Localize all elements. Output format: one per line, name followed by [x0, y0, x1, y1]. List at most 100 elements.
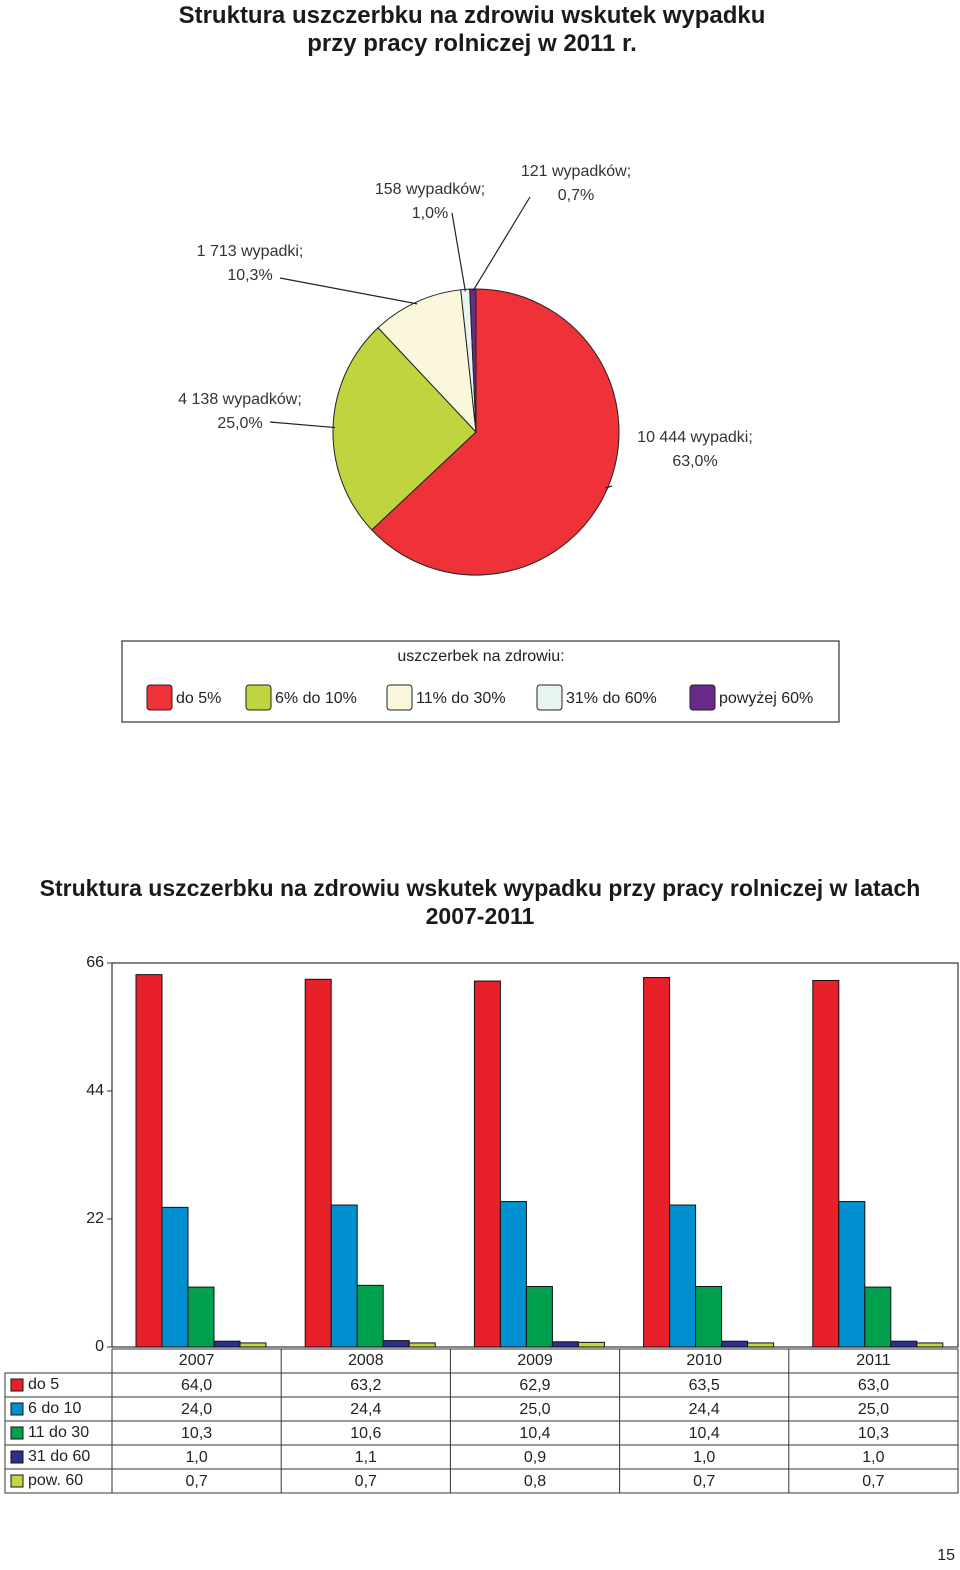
- bar: [135, 974, 163, 1348]
- y-tick-label: 0: [95, 1338, 104, 1355]
- legend-swatch: [10, 1450, 24, 1464]
- bar: [812, 979, 840, 1348]
- bar: [356, 1284, 384, 1348]
- page-number: 15: [937, 1547, 955, 1564]
- legend-title: uszczerbek na zdrowiu:: [397, 648, 564, 665]
- table-value: 25,0: [858, 1401, 889, 1418]
- bar: [304, 978, 332, 1348]
- bar: [382, 1340, 410, 1348]
- table-value: 24,0: [181, 1401, 212, 1418]
- slice-label: 121 wypadków; 0,7%: [520, 163, 632, 204]
- table-value: 0,9: [524, 1449, 546, 1466]
- y-tick-label: 66: [86, 954, 104, 971]
- y-tick-label: 22: [86, 1210, 104, 1227]
- legend-label: 31 do 60: [28, 1448, 90, 1465]
- legend-swatch: [10, 1378, 24, 1392]
- bar: [890, 1340, 918, 1348]
- x-tick-label: 2008: [348, 1352, 384, 1369]
- legend-swatch: [10, 1402, 24, 1416]
- bar: [330, 1204, 358, 1348]
- table-value: 63,0: [858, 1377, 889, 1394]
- table-value: 64,0: [181, 1377, 212, 1394]
- legend-label: do 5: [28, 1376, 59, 1393]
- leader-line: [605, 485, 613, 489]
- x-tick-label: 2009: [517, 1352, 553, 1369]
- bar: [187, 1286, 215, 1348]
- legend-label: 6 do 10: [28, 1400, 81, 1417]
- bar: [721, 1340, 749, 1348]
- table-value: 10,3: [181, 1425, 212, 1442]
- bar: [408, 1342, 436, 1348]
- pie-slice: [371, 288, 620, 576]
- slice-label: 4 138 wypadków; 25,0%: [178, 391, 302, 432]
- table-value: 1,0: [185, 1449, 207, 1466]
- bar: [239, 1342, 267, 1348]
- pie-title: Struktura uszczerbku na zdrowiu wskutek …: [178, 2, 766, 57]
- x-tick-label: 2011: [856, 1352, 891, 1369]
- x-tick-label: 2010: [686, 1352, 722, 1369]
- legend-swatch: [10, 1426, 24, 1440]
- x-tick-label: 2007: [179, 1352, 215, 1369]
- table-value: 63,2: [350, 1377, 381, 1394]
- table-value: 25,0: [519, 1401, 550, 1418]
- bar: [695, 1285, 723, 1348]
- legend-label: 11 do 30: [28, 1424, 89, 1441]
- table-value: 1,0: [862, 1449, 884, 1466]
- legend-swatch: [10, 1474, 24, 1488]
- pie-slice: [469, 288, 477, 433]
- bar: [161, 1206, 189, 1348]
- table-value: 10,6: [350, 1425, 381, 1442]
- legend-label: powyżej 60%: [719, 690, 813, 707]
- legend-swatch: [536, 684, 563, 711]
- table-frame: [4, 1372, 959, 1494]
- table-value: 24,4: [689, 1401, 720, 1418]
- bar: [213, 1340, 241, 1348]
- table-value: 1,1: [355, 1449, 377, 1466]
- table-value: 1,0: [693, 1449, 715, 1466]
- slice-label: 10 444 wypadki; 63,0%: [637, 429, 753, 470]
- legend-swatch: [245, 684, 272, 711]
- table-value: 0,7: [355, 1473, 377, 1490]
- table-value: 62,9: [519, 1377, 550, 1394]
- legend-label: 31% do 60%: [566, 690, 657, 707]
- table-value: 10,4: [519, 1425, 550, 1442]
- table-value: 0,7: [693, 1473, 715, 1490]
- table-value: 10,3: [858, 1425, 889, 1442]
- leader-line: [451, 212, 466, 292]
- bar: [669, 1204, 697, 1348]
- bar: [838, 1201, 866, 1348]
- legend-swatch: [689, 684, 716, 711]
- slice-label: 158 wypadków; 1,0%: [374, 181, 486, 222]
- bar: [551, 1341, 579, 1348]
- y-tick-label: 44: [86, 1082, 104, 1099]
- legend-label: 6% do 10%: [275, 690, 357, 707]
- legend-swatch: [386, 684, 413, 711]
- bar: [864, 1286, 892, 1348]
- bar-title: Struktura uszczerbku na zdrowiu wskutek …: [39, 875, 921, 929]
- bar: [916, 1342, 944, 1348]
- bar: [643, 977, 671, 1348]
- table-value: 0,7: [185, 1473, 207, 1490]
- table-value: 24,4: [350, 1401, 381, 1418]
- leader-line: [279, 277, 418, 305]
- table-value: 0,8: [524, 1473, 546, 1490]
- legend-label: pow. 60: [28, 1472, 83, 1489]
- legend-box: [121, 640, 840, 723]
- table-value: 63,5: [689, 1377, 720, 1394]
- legend-swatch: [146, 684, 173, 711]
- bar: [525, 1285, 553, 1348]
- bar: [499, 1201, 527, 1348]
- pie-slice: [377, 289, 477, 434]
- bar: [577, 1341, 605, 1348]
- leader-line: [472, 196, 531, 292]
- leader-line: [269, 421, 336, 429]
- slice-label: 1 713 wypadki; 10,3%: [196, 243, 304, 284]
- bar: [473, 980, 501, 1348]
- table-value: 0,7: [862, 1473, 884, 1490]
- bar: [747, 1342, 775, 1348]
- legend-label: 11% do 30%: [416, 690, 506, 707]
- legend-label: do 5%: [176, 690, 221, 707]
- table-value: 10,4: [689, 1425, 720, 1442]
